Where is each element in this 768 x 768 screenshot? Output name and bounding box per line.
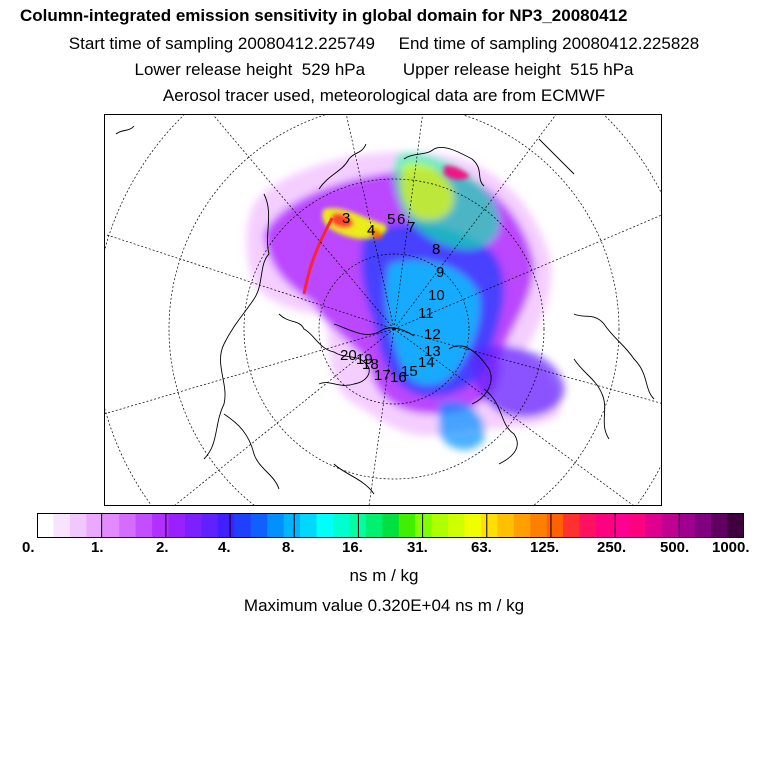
trajectory-label: 5	[387, 211, 395, 228]
trajectory-label: 19	[356, 351, 373, 368]
color-swatch	[628, 513, 646, 538]
color-swatch	[546, 513, 564, 538]
color-swatch	[464, 513, 482, 538]
trajectory-label: 3	[342, 210, 350, 227]
color-swatch	[365, 513, 383, 538]
color-swatch	[201, 513, 219, 538]
plot-title: Column-integrated emission sensitivity i…	[20, 6, 628, 25]
color-swatch	[184, 513, 203, 538]
color-swatch	[152, 513, 170, 538]
color-swatch	[267, 513, 285, 538]
color-swatch	[217, 513, 235, 538]
trajectory-label: 6	[397, 211, 405, 228]
color-scale-bar	[37, 513, 744, 538]
color-swatch	[119, 513, 137, 538]
color-swatch	[678, 513, 696, 538]
color-swatch	[316, 513, 334, 538]
color-swatch	[612, 513, 630, 538]
color-swatch	[382, 513, 400, 538]
colorbar-frame	[37, 513, 744, 538]
color-swatch	[398, 513, 416, 538]
release-heights: Lower release height 529 hPa Upper relea…	[0, 60, 768, 80]
trajectory-label: 12	[424, 326, 441, 343]
trajectory-red-line	[302, 217, 334, 295]
color-swatch	[431, 513, 449, 538]
legend-tick-label: 250.	[597, 539, 627, 556]
start-time-label: Start time of sampling 20080412.225749	[68, 34, 376, 53]
trajectory-label: 13	[424, 343, 441, 360]
trajectory-label: 16	[390, 369, 407, 386]
color-swatch	[37, 513, 55, 538]
legend-tick-label: 125.	[530, 539, 560, 556]
color-swatch	[530, 513, 548, 538]
upper-release-height: Upper release height 515 hPa	[402, 60, 634, 79]
trajectory-label: 20	[340, 347, 357, 364]
color-swatch	[448, 513, 466, 538]
color-swatch	[513, 513, 531, 538]
lower-release-height: Lower release height 529 hPa	[134, 60, 366, 79]
color-swatch	[497, 513, 515, 538]
graticule	[104, 114, 662, 506]
trajectory-label: 11	[418, 305, 434, 322]
trajectory-label: 17	[374, 367, 391, 384]
maximum-value: Maximum value 0.320E+04 ns m / kg	[243, 596, 525, 615]
legend-tick-label: 31.	[407, 539, 428, 556]
end-time-label: End time of sampling 20080412.225828	[398, 34, 700, 53]
coastlines	[115, 125, 655, 495]
color-swatch	[53, 513, 71, 538]
color-swatch	[250, 513, 268, 538]
legend-tick-label: 1000.	[712, 539, 750, 556]
trajectory-label: 14	[418, 354, 435, 371]
color-swatch	[234, 513, 252, 538]
legend-tick-label: 500.	[660, 539, 690, 556]
color-swatch	[86, 513, 104, 538]
color-swatch	[300, 513, 318, 538]
aerosol-note: Aerosol tracer used, meteorological data…	[162, 86, 606, 105]
color-swatch	[727, 513, 744, 538]
color-swatch	[283, 513, 301, 538]
color-swatch	[661, 513, 679, 538]
plume-core	[322, 165, 470, 239]
trajectory-label: 10	[428, 287, 445, 304]
trajectory-label: 7	[407, 219, 415, 236]
color-swatch	[563, 513, 581, 538]
map-frame	[104, 114, 662, 506]
legend-tick-label: 8.	[282, 539, 295, 556]
color-swatch	[596, 513, 614, 538]
color-swatch	[102, 513, 120, 538]
legend-tick-label: 2.	[156, 539, 169, 556]
sampling-times: Start time of sampling 20080412.225749 E…	[0, 34, 768, 54]
trajectory-label: 18	[362, 356, 379, 373]
color-swatch	[711, 513, 729, 538]
trajectory-label: 9	[436, 264, 444, 281]
color-swatch	[168, 513, 186, 538]
legend-units: ns m / kg	[349, 566, 419, 585]
color-swatch	[645, 513, 663, 538]
trajectory-label: 4	[367, 222, 375, 239]
color-swatch	[69, 513, 87, 538]
color-swatch	[332, 513, 350, 538]
legend-tick-label: 4.	[218, 539, 231, 556]
sensitivity-map: 3 4 5 6 7 8 9 10 11 12 13 14 15 16 17 18…	[104, 114, 662, 506]
trajectory-label: 15	[401, 363, 418, 380]
trajectory-label: 8	[432, 241, 440, 258]
legend-tick-label: 16.	[342, 539, 363, 556]
color-swatch	[135, 513, 153, 538]
trajectory-labels: 3 4 5 6 7 8 9 10 11 12 13 14 15 16 17 18…	[340, 210, 445, 386]
color-swatch	[415, 513, 433, 538]
color-swatch	[480, 513, 498, 538]
color-swatch	[694, 513, 712, 538]
legend-tick-label: 63.	[471, 539, 492, 556]
color-swatch	[579, 513, 597, 538]
legend-tick-label: 1.	[91, 539, 104, 556]
legend-tick-label: 0.	[22, 539, 35, 556]
